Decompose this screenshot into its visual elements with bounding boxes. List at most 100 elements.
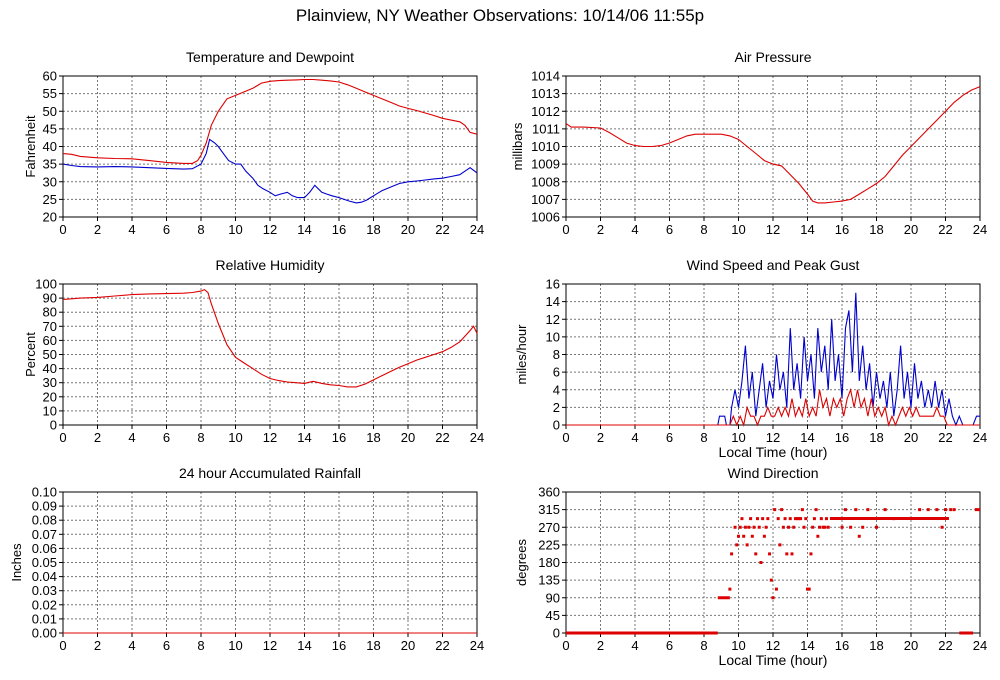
y-tick-label: 25 — [43, 192, 57, 207]
direction-point — [849, 525, 853, 529]
direction-point — [854, 508, 858, 512]
direction-point — [809, 552, 813, 556]
y-tick-label: 1007 — [531, 192, 560, 207]
y-tick-label: 40 — [43, 139, 57, 154]
y-tick-label: 10 — [546, 329, 560, 344]
direction-point — [824, 517, 828, 521]
direction-point — [747, 525, 751, 529]
x-tick-label: 4 — [631, 430, 638, 445]
chart-title: Temperature and Dewpoint — [186, 49, 354, 65]
y-axis-label: Percent — [23, 332, 38, 377]
direction-point — [790, 552, 794, 556]
direction-point — [811, 525, 815, 529]
x-tick-label: 4 — [128, 222, 135, 237]
direction-point — [781, 525, 785, 529]
direction-point — [755, 517, 759, 521]
direction-point — [812, 517, 816, 521]
y-tick-label: 0.07 — [32, 527, 57, 542]
x-tick-label: 24 — [470, 638, 484, 653]
x-tick-label: 8 — [197, 638, 204, 653]
y-tick-label: 10 — [43, 403, 57, 418]
y-tick-label: 14 — [546, 294, 560, 309]
y-tick-label: 1013 — [531, 86, 560, 101]
direction-point — [807, 587, 811, 591]
x-tick-label: 16 — [835, 638, 849, 653]
x-tick-label: 22 — [938, 430, 952, 445]
y-tick-label: 60 — [43, 333, 57, 348]
x-tick-label: 16 — [835, 430, 849, 445]
x-tick-label: 20 — [401, 430, 415, 445]
direction-point — [730, 552, 734, 556]
y-tick-label: 12 — [546, 312, 560, 327]
direction-point — [797, 517, 801, 521]
direction-point — [819, 517, 823, 521]
x-tick-label: 10 — [228, 222, 242, 237]
direction-point — [857, 534, 861, 538]
direction-point — [793, 517, 797, 521]
direction-point — [728, 587, 732, 591]
x-tick-label: 6 — [666, 638, 673, 653]
direction-point — [875, 525, 878, 529]
y-tick-label: 1006 — [531, 210, 560, 225]
direction-point — [935, 508, 939, 512]
y-tick-label: 80 — [43, 305, 57, 320]
series-line-red — [565, 86, 981, 204]
series-line-blue — [62, 138, 478, 204]
y-axis-label: Inches — [9, 543, 24, 582]
x-tick-label: 16 — [332, 638, 346, 653]
y-tick-label: 2 — [553, 400, 560, 415]
direction-point — [944, 508, 947, 512]
y-tick-label: 0.09 — [32, 499, 57, 514]
direction-point — [952, 508, 956, 512]
direction-point — [745, 543, 749, 547]
y-tick-label: 360 — [538, 485, 560, 500]
x-tick-label: 18 — [869, 638, 883, 653]
x-tick-label: 10 — [731, 638, 745, 653]
x-tick-label: 18 — [366, 222, 380, 237]
y-tick-label: 1012 — [531, 104, 560, 119]
direction-point — [818, 525, 822, 529]
y-tick-label: 1014 — [531, 69, 560, 84]
chart-title: Air Pressure — [734, 49, 811, 65]
y-tick-label: 20 — [43, 210, 57, 225]
x-tick-label: 10 — [731, 222, 745, 237]
direction-point — [769, 578, 773, 582]
x-tick-label: 2 — [597, 430, 604, 445]
direction-point — [768, 552, 772, 556]
y-tick-label: 1011 — [532, 121, 560, 136]
y-axis-label: millibars — [510, 122, 525, 170]
direction-point — [740, 517, 744, 521]
x-tick-label: 6 — [666, 222, 673, 237]
direction-point — [792, 525, 796, 529]
x-tick-label: 2 — [94, 222, 101, 237]
direction-point — [735, 543, 739, 547]
x-tick-label: 22 — [435, 430, 449, 445]
direction-point — [738, 525, 742, 529]
y-tick-label: 30 — [43, 375, 57, 390]
y-tick-label: 0 — [553, 626, 560, 641]
y-tick-label: 20 — [43, 389, 57, 404]
x-tick-label: 10 — [228, 638, 242, 653]
y-tick-label: 45 — [546, 608, 560, 623]
direction-point — [783, 517, 787, 521]
x-tick-label: 6 — [666, 430, 673, 445]
y-axis-label: Fahrenheit — [23, 115, 38, 178]
series-line-red — [62, 288, 478, 388]
y-axis-label: miles/hour — [514, 324, 529, 385]
y-tick-label: 225 — [538, 537, 560, 552]
direction-point — [787, 525, 791, 529]
x-tick-label: 6 — [163, 430, 170, 445]
chart-title: 24 hour Accumulated Rainfall — [179, 465, 361, 481]
x-tick-label: 8 — [197, 222, 204, 237]
x-tick-label: 14 — [297, 222, 311, 237]
x-tick-label: 12 — [766, 638, 780, 653]
x-tick-label: 10 — [228, 430, 242, 445]
x-tick-label: 24 — [470, 430, 484, 445]
direction-point — [918, 508, 922, 512]
direction-point — [743, 525, 747, 529]
x-tick-label: 22 — [938, 638, 952, 653]
y-tick-label: 16 — [546, 277, 560, 292]
x-tick-label: 16 — [332, 430, 346, 445]
x-tick-label: 4 — [631, 222, 638, 237]
x-tick-label: 0 — [59, 638, 66, 653]
